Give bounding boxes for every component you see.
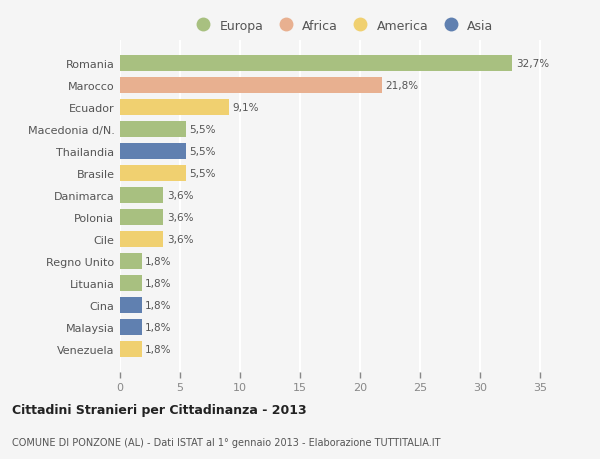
Text: 32,7%: 32,7%	[516, 59, 549, 69]
Text: 21,8%: 21,8%	[385, 81, 418, 91]
Bar	[120, 100, 229, 116]
Text: 1,8%: 1,8%	[145, 300, 172, 310]
Text: COMUNE DI PONZONE (AL) - Dati ISTAT al 1° gennaio 2013 - Elaborazione TUTTITALIA: COMUNE DI PONZONE (AL) - Dati ISTAT al 1…	[12, 437, 440, 447]
Text: Cittadini Stranieri per Cittadinanza - 2013: Cittadini Stranieri per Cittadinanza - 2…	[12, 403, 307, 416]
Bar	[120, 144, 186, 160]
Bar	[120, 253, 142, 269]
Bar	[120, 341, 142, 357]
Bar	[120, 188, 163, 203]
Text: 9,1%: 9,1%	[233, 103, 259, 113]
Bar	[120, 78, 382, 94]
Bar	[120, 297, 142, 313]
Text: 5,5%: 5,5%	[190, 125, 216, 135]
Text: 1,8%: 1,8%	[145, 256, 172, 266]
Text: 1,8%: 1,8%	[145, 322, 172, 332]
Bar	[120, 231, 163, 247]
Bar	[120, 166, 186, 182]
Text: 5,5%: 5,5%	[190, 169, 216, 179]
Bar	[120, 275, 142, 291]
Text: 3,6%: 3,6%	[167, 235, 193, 244]
Text: 1,8%: 1,8%	[145, 344, 172, 354]
Text: 5,5%: 5,5%	[190, 147, 216, 157]
Text: 3,6%: 3,6%	[167, 190, 193, 201]
Text: 3,6%: 3,6%	[167, 213, 193, 223]
Text: 1,8%: 1,8%	[145, 278, 172, 288]
Bar	[120, 210, 163, 225]
Bar	[120, 56, 512, 72]
Bar	[120, 122, 186, 138]
Legend: Europa, Africa, America, Asia: Europa, Africa, America, Asia	[185, 15, 499, 38]
Bar	[120, 319, 142, 335]
